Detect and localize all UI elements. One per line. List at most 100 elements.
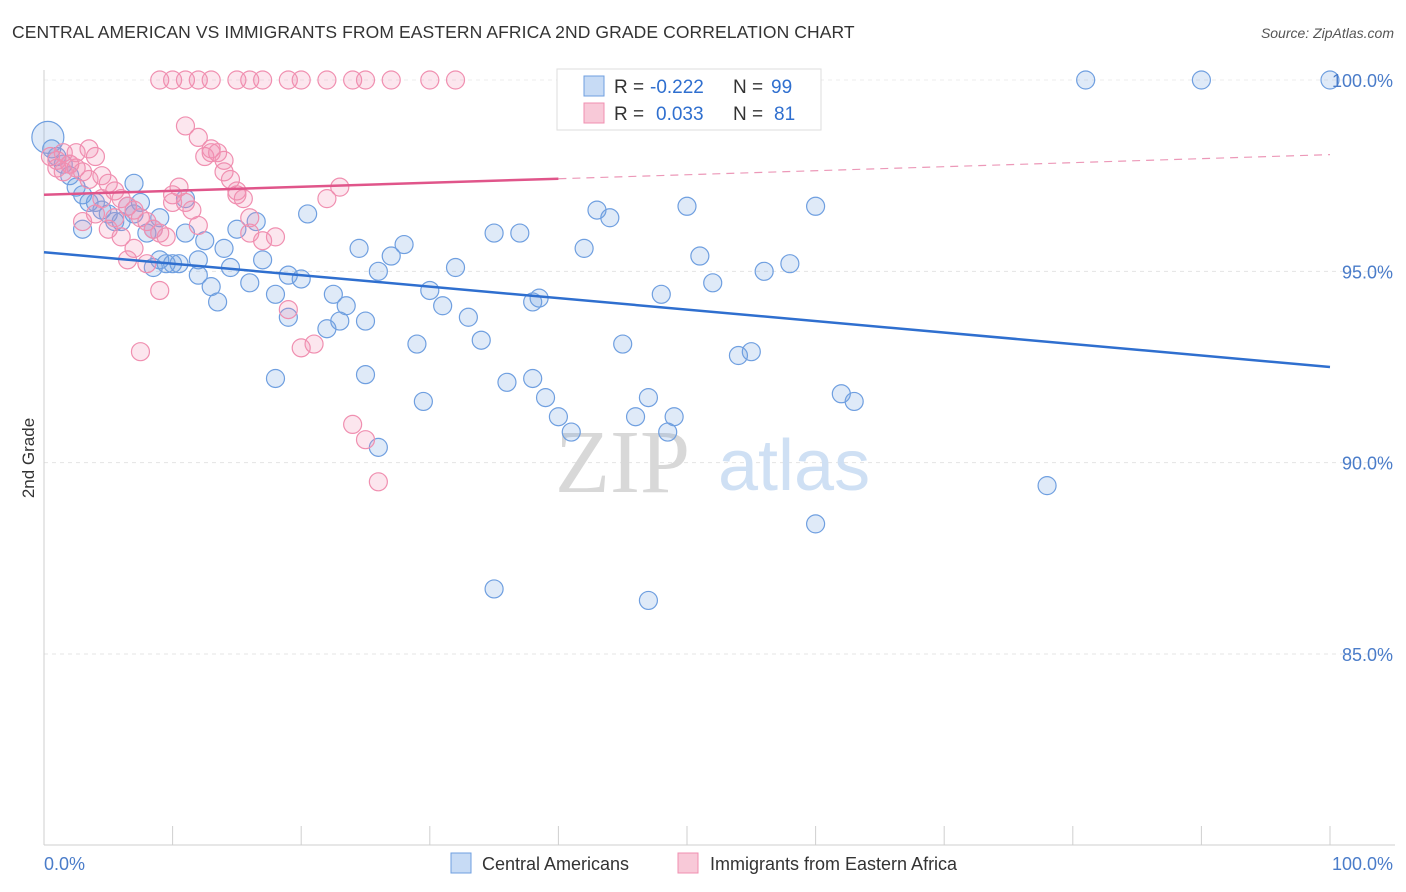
y-tick-labels: 85.0% 90.0% 95.0% 100.0% bbox=[1332, 71, 1393, 665]
bottom-legend-label-0: Central Americans bbox=[482, 854, 629, 874]
point-central-americans bbox=[458, 307, 478, 327]
point-eastern-africa bbox=[124, 200, 144, 220]
point-central-americans bbox=[664, 407, 684, 427]
series-central-americans bbox=[31, 70, 1340, 611]
point-eastern-africa bbox=[214, 162, 234, 182]
point-central-americans bbox=[433, 296, 453, 316]
point-eastern-africa bbox=[188, 215, 208, 236]
point-eastern-africa bbox=[304, 334, 324, 354]
point-central-americans bbox=[754, 261, 774, 281]
point-eastern-africa bbox=[240, 208, 260, 228]
point-central-americans bbox=[1191, 70, 1212, 90]
bottom-legend-swatch-blue bbox=[450, 852, 472, 874]
legend: R = -0.222 N = 99 R = 0.033 N = 81 bbox=[556, 68, 822, 131]
point-eastern-africa bbox=[137, 211, 157, 232]
point-central-americans bbox=[613, 334, 633, 354]
point-central-americans bbox=[1076, 70, 1096, 90]
point-central-americans bbox=[407, 334, 427, 354]
watermark-atlas: atlas bbox=[718, 426, 870, 506]
point-eastern-africa bbox=[79, 139, 99, 159]
point-eastern-africa bbox=[156, 227, 176, 247]
source-label: Source: ZipAtlas.com bbox=[1260, 25, 1394, 41]
trend-line-eastern-africa bbox=[43, 177, 559, 197]
point-eastern-africa bbox=[445, 70, 466, 90]
point-eastern-africa bbox=[214, 150, 234, 170]
point-central-americans bbox=[413, 391, 433, 412]
point-eastern-africa bbox=[253, 231, 273, 251]
point-eastern-africa bbox=[111, 189, 131, 209]
point-central-americans bbox=[677, 196, 697, 216]
y-tick-label: 95.0% bbox=[1342, 262, 1393, 282]
point-central-americans bbox=[291, 269, 311, 289]
trend-line-eastern-africa-dashed bbox=[558, 154, 1331, 180]
watermark-zip: ZIP bbox=[555, 413, 690, 512]
point-central-americans bbox=[150, 208, 170, 228]
chart-title: CENTRAL AMERICAN VS IMMIGRANTS FROM EAST… bbox=[12, 22, 855, 42]
point-central-americans bbox=[728, 345, 749, 366]
point-central-americans bbox=[130, 192, 151, 213]
point-eastern-africa bbox=[420, 70, 440, 90]
point-central-americans bbox=[805, 196, 826, 216]
point-central-americans bbox=[240, 273, 260, 293]
point-central-americans bbox=[208, 292, 228, 312]
point-central-americans bbox=[323, 284, 343, 304]
point-central-americans bbox=[471, 330, 491, 350]
point-central-americans bbox=[124, 173, 144, 193]
point-central-americans bbox=[548, 407, 569, 427]
point-central-americans bbox=[265, 284, 286, 304]
point-eastern-africa bbox=[368, 472, 388, 492]
point-central-americans bbox=[368, 261, 388, 281]
point-eastern-africa bbox=[150, 280, 170, 301]
point-eastern-africa bbox=[381, 70, 401, 90]
point-central-americans bbox=[265, 368, 286, 389]
x-tick-label-max: 100.0% bbox=[1332, 854, 1393, 874]
point-eastern-africa bbox=[227, 181, 247, 201]
legend-r-value-1: 0.033 bbox=[656, 104, 704, 125]
point-eastern-africa bbox=[291, 338, 311, 358]
axes bbox=[43, 70, 1395, 846]
point-eastern-africa bbox=[317, 189, 337, 209]
point-central-americans bbox=[741, 342, 761, 362]
legend-r-label-1: R = bbox=[614, 104, 644, 125]
point-central-americans bbox=[278, 307, 298, 327]
point-eastern-africa bbox=[79, 169, 99, 190]
point-eastern-africa bbox=[291, 70, 311, 90]
point-central-americans bbox=[638, 388, 659, 408]
point-central-americans bbox=[253, 250, 273, 270]
x-tick-label-min: 0.0% bbox=[44, 854, 85, 874]
bottom-legend-label-1: Immigrants from Eastern Africa bbox=[710, 854, 958, 874]
point-eastern-africa bbox=[85, 146, 106, 167]
point-central-americans bbox=[638, 590, 659, 611]
point-eastern-africa bbox=[137, 254, 157, 274]
point-eastern-africa bbox=[53, 162, 73, 182]
point-eastern-africa bbox=[92, 166, 112, 186]
point-central-americans bbox=[600, 208, 620, 228]
point-central-americans bbox=[844, 391, 864, 412]
point-central-americans bbox=[336, 296, 356, 316]
bottom-legend: Central Americans Immigrants from Easter… bbox=[450, 852, 958, 874]
point-central-americans bbox=[394, 234, 414, 255]
point-central-americans bbox=[72, 219, 93, 239]
point-eastern-africa bbox=[355, 430, 376, 450]
gridlines bbox=[44, 79, 1395, 655]
point-central-americans bbox=[690, 246, 710, 266]
point-central-americans bbox=[703, 273, 723, 293]
point-central-americans bbox=[497, 372, 517, 392]
legend-n-label-0: N = bbox=[733, 77, 763, 98]
point-central-americans bbox=[355, 311, 376, 331]
point-central-americans bbox=[1037, 476, 1057, 496]
point-central-americans bbox=[420, 280, 440, 301]
y-axis-title: 2nd Grade bbox=[19, 418, 38, 498]
bottom-legend-swatch-pink bbox=[677, 852, 699, 874]
point-eastern-africa bbox=[355, 70, 376, 90]
point-eastern-africa bbox=[130, 342, 151, 362]
point-central-americans bbox=[227, 219, 247, 239]
watermark: ZIP atlas bbox=[555, 413, 870, 512]
point-eastern-africa bbox=[343, 414, 363, 434]
series-immigrants-eastern-africa bbox=[40, 70, 466, 492]
point-central-americans bbox=[298, 204, 318, 224]
point-eastern-africa bbox=[163, 192, 183, 213]
point-central-americans bbox=[510, 223, 530, 243]
point-eastern-africa bbox=[105, 208, 125, 228]
point-eastern-africa bbox=[253, 70, 273, 90]
